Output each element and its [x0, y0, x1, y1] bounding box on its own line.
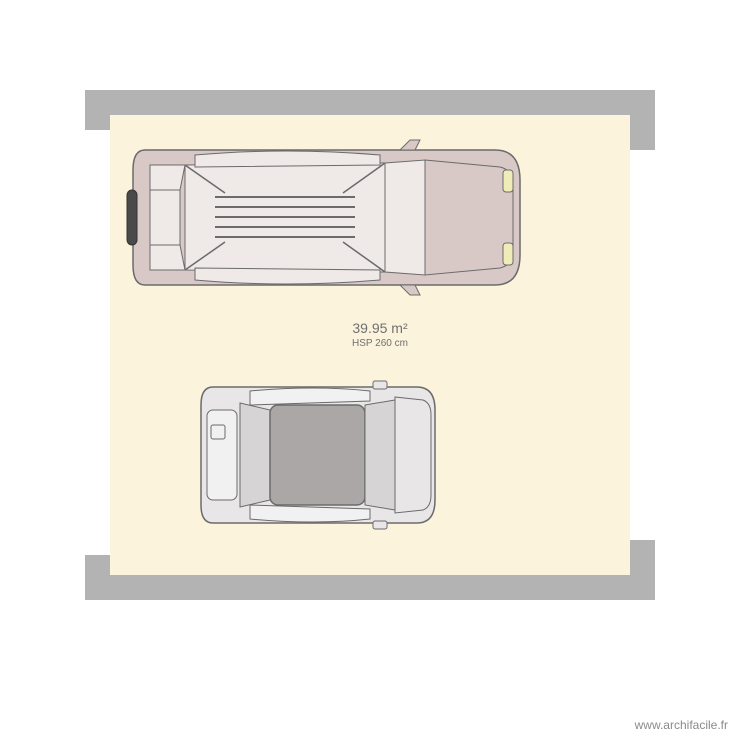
wall-right-upper — [630, 90, 655, 150]
vehicle-suv — [125, 135, 525, 305]
wall-bottom — [85, 575, 655, 600]
vehicle-compact — [195, 375, 440, 540]
wall-left-upper — [85, 90, 110, 130]
room-area-label: 39.95 m² — [310, 320, 450, 336]
wall-left-lower — [85, 555, 110, 600]
watermark-text: www.archifacile.fr — [635, 718, 728, 732]
room-hsp-label: HSP 260 cm — [310, 338, 450, 349]
floorplan-canvas: 39.95 m² HSP 260 cm www.archifacile.fr — [0, 0, 750, 750]
wall-top — [85, 90, 655, 115]
wall-right-lower — [630, 540, 655, 600]
